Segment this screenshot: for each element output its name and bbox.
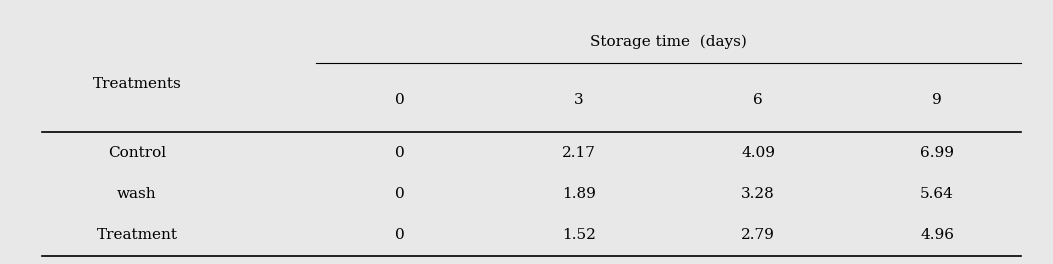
Text: 9: 9 bbox=[932, 93, 942, 107]
Text: 4.09: 4.09 bbox=[741, 146, 775, 160]
Text: 4.96: 4.96 bbox=[920, 228, 954, 242]
Text: 6: 6 bbox=[753, 93, 763, 107]
Text: 3: 3 bbox=[574, 93, 584, 107]
Text: Treatment: Treatment bbox=[97, 228, 177, 242]
Text: 1.52: 1.52 bbox=[562, 228, 596, 242]
Text: Control: Control bbox=[107, 146, 166, 160]
Text: 5.64: 5.64 bbox=[920, 187, 954, 201]
Text: 3.28: 3.28 bbox=[741, 187, 775, 201]
Text: 6.99: 6.99 bbox=[920, 146, 954, 160]
Text: 1.89: 1.89 bbox=[562, 187, 596, 201]
Text: Storage time  (days): Storage time (days) bbox=[591, 35, 747, 49]
Text: 0: 0 bbox=[395, 93, 405, 107]
Text: Treatments: Treatments bbox=[93, 77, 181, 92]
Text: 0: 0 bbox=[395, 228, 405, 242]
Text: wash: wash bbox=[117, 187, 157, 201]
Text: 2.79: 2.79 bbox=[741, 228, 775, 242]
Text: 0: 0 bbox=[395, 187, 405, 201]
Text: 2.17: 2.17 bbox=[562, 146, 596, 160]
Text: 0: 0 bbox=[395, 146, 405, 160]
